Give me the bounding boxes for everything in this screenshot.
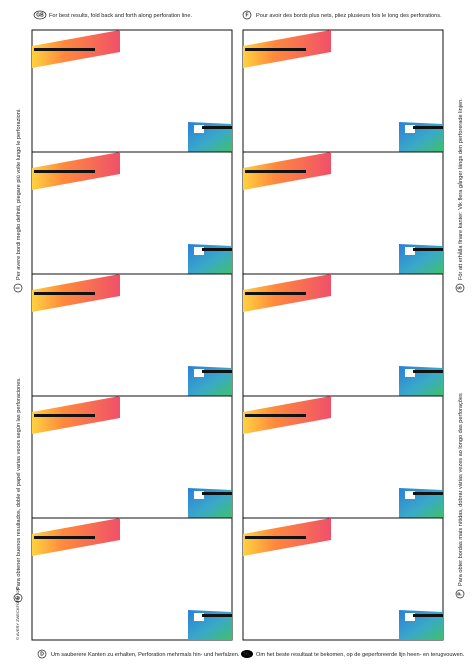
card-notch <box>405 491 415 499</box>
card-bar <box>413 614 443 617</box>
lang-code: F <box>245 13 248 19</box>
card-bar <box>413 126 443 129</box>
card-notch <box>405 247 415 255</box>
card-bar <box>413 492 443 495</box>
card-notch <box>405 125 415 133</box>
imprint-text: © AVERY ZWECKFORM 526 <box>15 587 20 640</box>
card-bar <box>245 170 306 173</box>
note-e: E Para obtener buenos resultados, doble … <box>13 377 23 603</box>
note-i: I Per avere bordi meglio definiti, piega… <box>13 108 23 293</box>
card-notch <box>405 613 415 621</box>
note-text: Para obtener buenos resultados, doble el… <box>16 377 22 590</box>
note-text: Para obter bordas mais nítidas, dobrar v… <box>458 393 464 586</box>
note-text: For best results, fold back and forth al… <box>49 13 192 19</box>
card-bar <box>245 536 306 539</box>
note-d: D Um sauberere Kanten zu erhalten, Perfo… <box>37 649 240 659</box>
note-text: Pour avoir des bords plus nets, pliez pl… <box>256 13 442 19</box>
lang-code: P <box>458 592 464 596</box>
card-bar <box>202 370 232 373</box>
card-bar <box>34 48 95 51</box>
card-bar <box>413 248 443 251</box>
card-notch <box>194 247 204 255</box>
card-notch <box>194 125 204 133</box>
lang-code: D <box>40 652 44 658</box>
card-bar <box>245 414 306 417</box>
card-bar <box>202 492 232 495</box>
lang-code: I <box>16 287 22 289</box>
card-bar <box>34 536 95 539</box>
note-f: F Pour avoir des bords plus nets, pliez … <box>242 10 442 20</box>
card-bar <box>202 126 232 129</box>
card-bar <box>413 370 443 373</box>
card-bar <box>245 292 306 295</box>
note-text: Om het beste resultaat te bekomen, op de… <box>256 652 465 658</box>
imprint: © AVERY ZWECKFORM 526 <box>15 587 20 640</box>
card-bar <box>245 48 306 51</box>
note-s: S För att erhålla finare kanter: Vik fle… <box>455 98 465 293</box>
card-bar <box>34 292 95 295</box>
note-p: P Para obter bordas mais nítidas, dobrar… <box>455 393 465 599</box>
card-bar <box>34 170 95 173</box>
card-bar <box>202 248 232 251</box>
card-bar <box>202 614 232 617</box>
lang-code: GB <box>36 13 44 19</box>
lang-code: E <box>16 596 22 600</box>
card-notch <box>194 613 204 621</box>
note-text: För att erhålla finare kanter: Vik flera… <box>457 98 464 280</box>
note-gb: GB For best results, fold back and forth… <box>33 10 192 20</box>
card-bar <box>34 414 95 417</box>
note-text: Per avere bordi meglio definiti, piegare… <box>16 108 22 280</box>
note-nl: NL Om het beste resultaat te bekomen, op… <box>241 650 465 658</box>
card-notch <box>405 369 415 377</box>
card-grid <box>31 29 444 641</box>
card-notch <box>194 369 204 377</box>
card-notch <box>194 491 204 499</box>
lang-code: S <box>458 286 464 290</box>
note-text: Um sauberere Kanten zu erhalten, Perfora… <box>51 652 240 658</box>
lang-code: NL <box>244 652 251 658</box>
